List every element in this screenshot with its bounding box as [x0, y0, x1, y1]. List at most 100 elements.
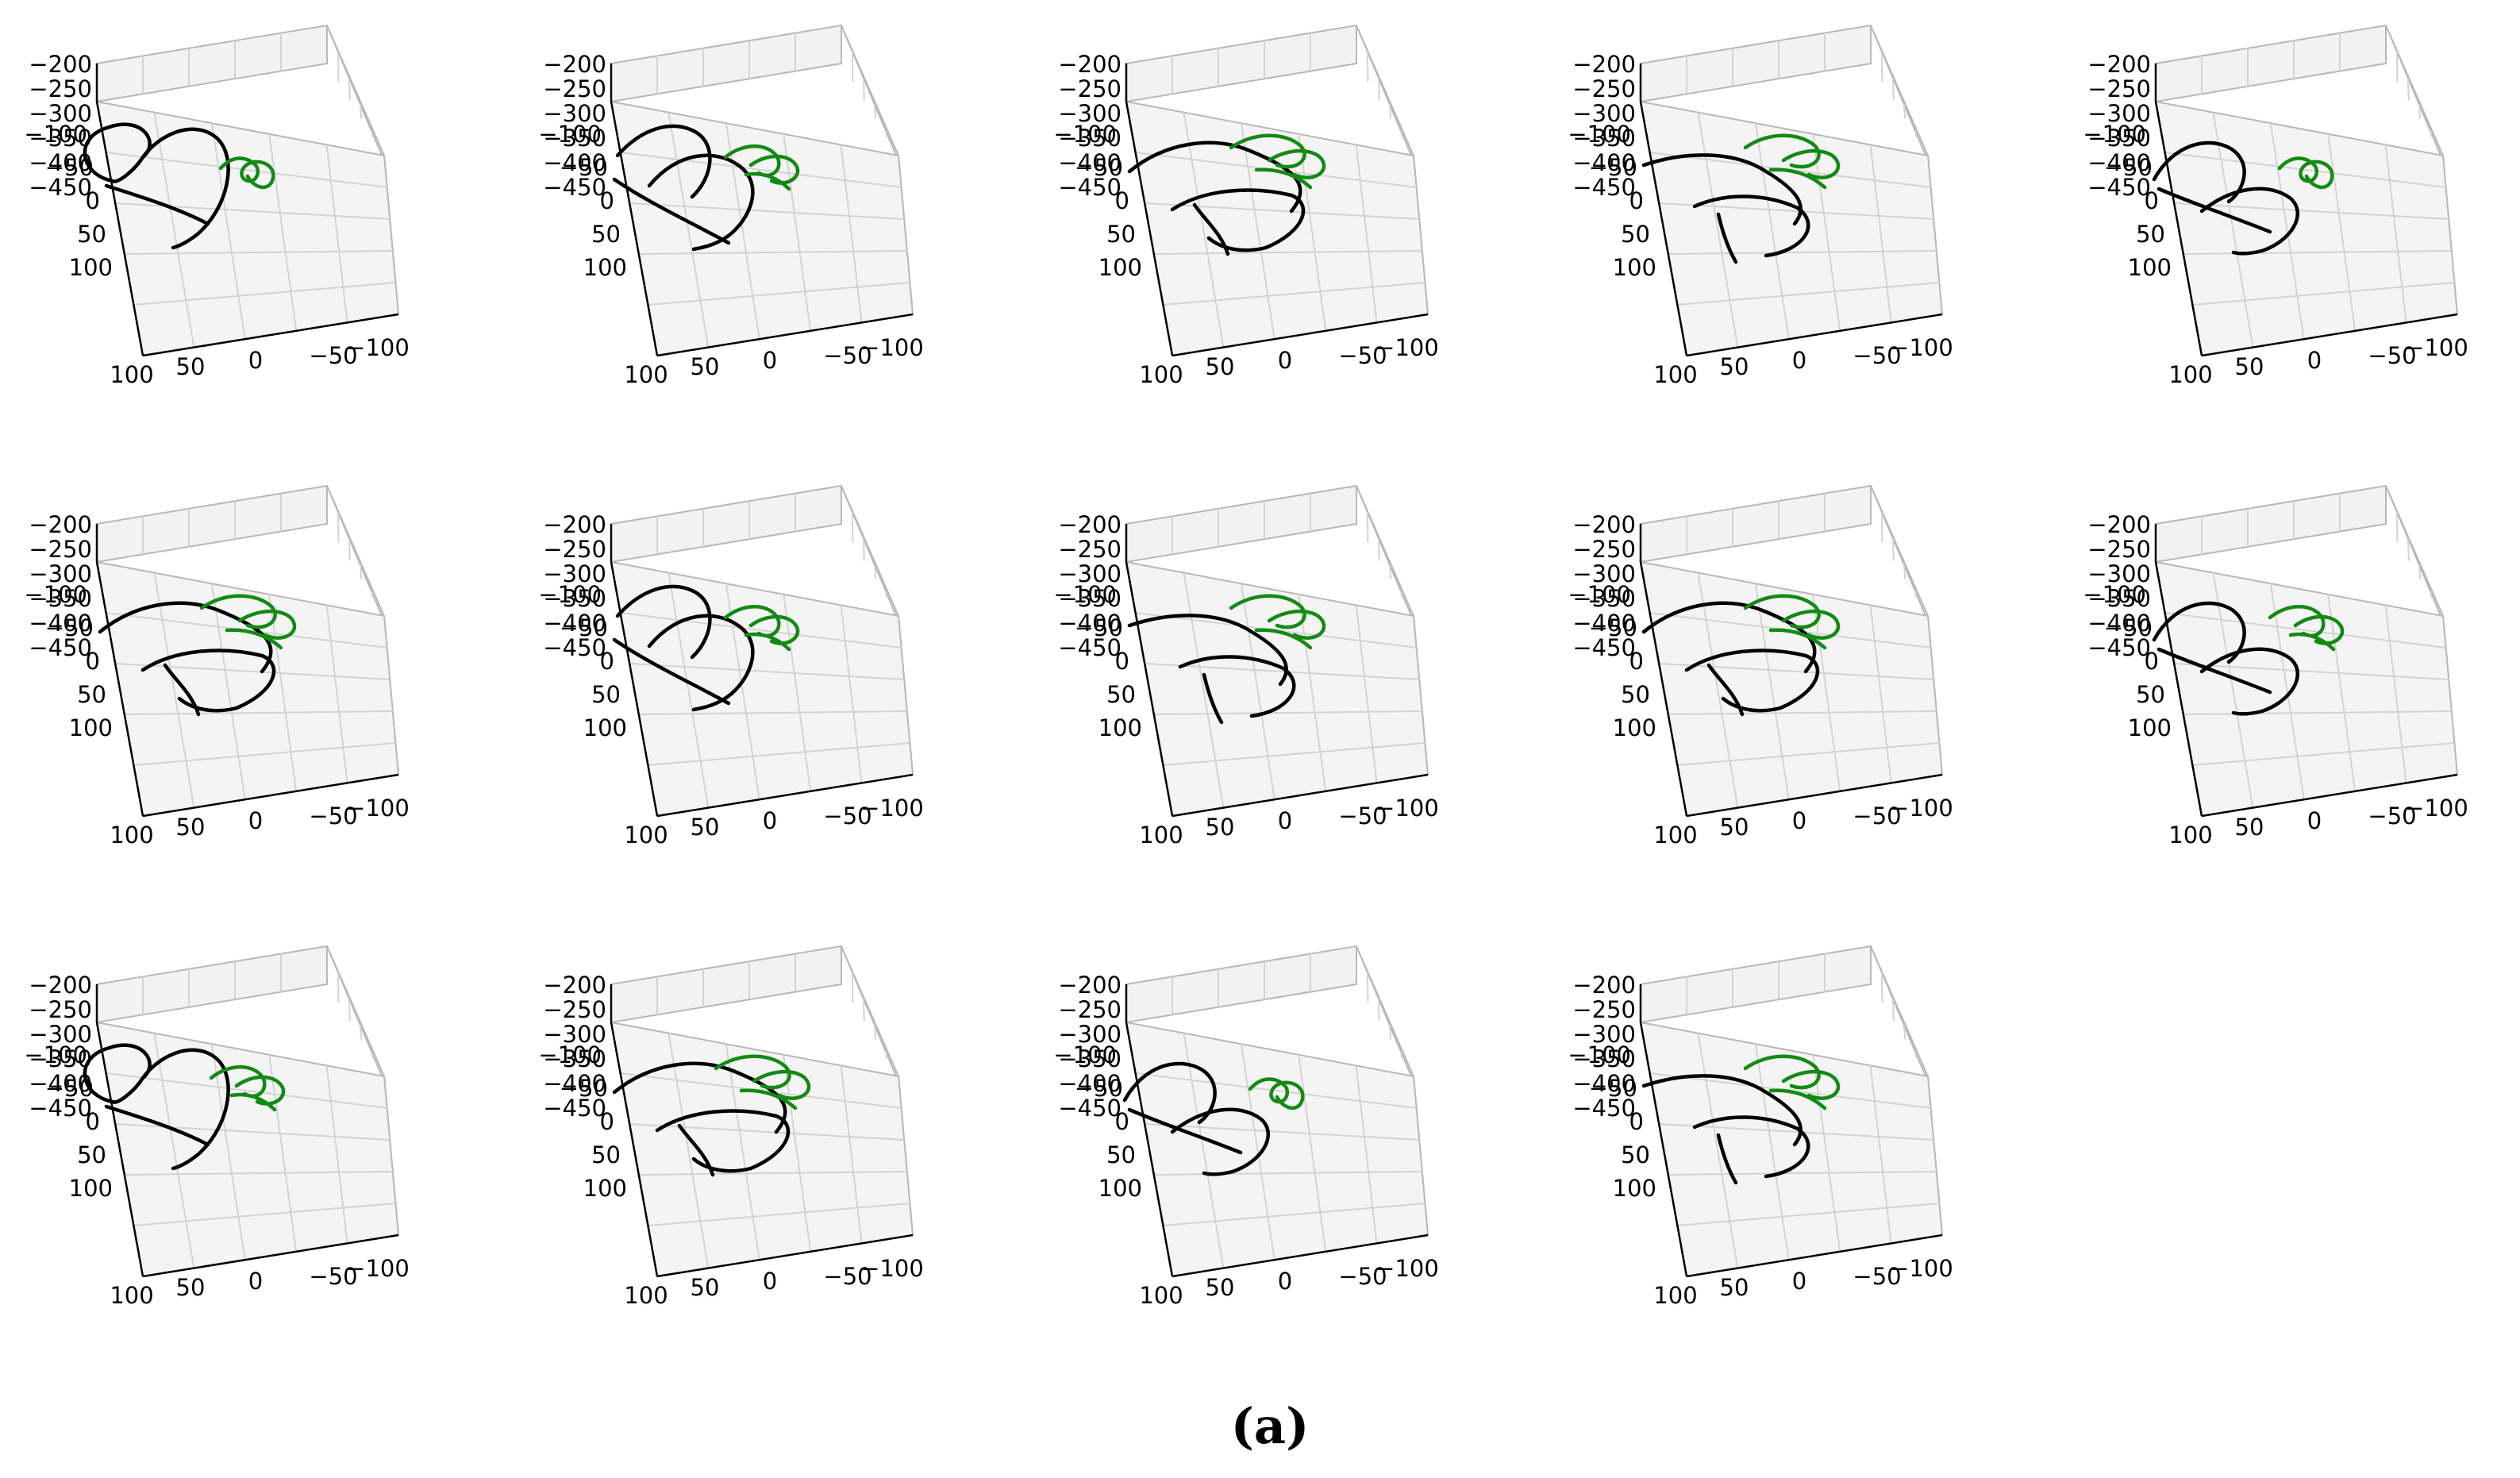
y-tick-label: 50	[2136, 681, 2165, 708]
y-tick-label: −50	[2104, 614, 2153, 641]
z-tick-label: −200	[543, 511, 606, 538]
grid-lines	[620, 493, 910, 808]
z-tick-label: −450	[1058, 174, 1121, 201]
z-tick-label: −200	[1572, 51, 1636, 78]
z-tick-label: −200	[29, 972, 92, 999]
x-tick-label: 0	[1792, 807, 1806, 834]
floor-pane	[1125, 560, 1429, 818]
z-tick-label: −450	[29, 634, 92, 661]
z-tick-label: −450	[2087, 634, 2151, 661]
black-trajectory	[1127, 140, 1306, 256]
x-tick-label: −50	[1338, 803, 1387, 829]
back-pane	[1125, 484, 1357, 564]
x-tick-label: −50	[1852, 803, 1901, 829]
x-tick-label: 100	[1653, 822, 1697, 849]
z-tick-label: −300	[1058, 1021, 1121, 1048]
x-tick-label: 100	[1653, 1282, 1697, 1309]
x-tick-label: −100	[346, 795, 410, 822]
green-trajectory	[1743, 1054, 1841, 1110]
x-tick-label: −100	[1890, 795, 1953, 822]
y-tick-label: −50	[1075, 154, 1123, 181]
z-tick-label: −350	[543, 125, 606, 152]
x-tick-label: −100	[860, 795, 924, 822]
z-tick-label: −350	[1058, 125, 1121, 152]
back-pane	[1640, 484, 1872, 564]
z-tick-label: −400	[2087, 149, 2151, 176]
panel-6: −200−250−300−350−400−450−100−50050100100…	[24, 484, 410, 849]
grid-lines	[106, 33, 396, 348]
y-tick-label: 50	[1621, 1141, 1650, 1168]
grid-lines	[2164, 493, 2455, 808]
x-tick-label: −50	[2368, 803, 2416, 829]
y-tick-label: 100	[2128, 254, 2172, 281]
z-tick-label: −300	[1058, 560, 1121, 587]
black-trajectory	[1641, 1074, 1810, 1185]
panel-10: −200−250−300−350−400−450−100−50050100100…	[2083, 484, 2468, 849]
z-tick-label: −400	[1572, 610, 1636, 637]
grid-lines	[106, 493, 396, 808]
axis-lines	[1125, 64, 1429, 357]
x-tick-label: 50	[2235, 814, 2264, 841]
black-trajectory	[83, 1043, 230, 1171]
axis-lines	[95, 64, 399, 357]
floor-pane	[1639, 100, 1944, 357]
y-tick-label: 50	[77, 681, 106, 708]
z-tick-label: −300	[2087, 100, 2151, 127]
y-tick-label: −100	[1053, 581, 1117, 608]
x-tick-label: 50	[1720, 353, 1749, 380]
y-tick-label: 0	[1115, 648, 1129, 675]
y-tick-label: −50	[1075, 614, 1123, 641]
z-tick-label: −450	[543, 174, 606, 201]
z-tick-label: −400	[1572, 1070, 1636, 1097]
green-trajectory	[714, 1054, 811, 1110]
x-tick-label: −50	[309, 1263, 357, 1290]
z-tick-label: −200	[543, 51, 606, 78]
x-tick-label: 0	[1792, 347, 1806, 374]
x-tick-label: −100	[2405, 795, 2468, 822]
x-tick-label: 0	[1792, 1268, 1806, 1295]
panels-layer: −200−250−300−350−400−450−100−50050100100…	[24, 24, 2468, 1309]
z-tick-label: −250	[1058, 536, 1121, 563]
back-pane	[1640, 945, 1872, 1024]
x-tick-label: 50	[176, 353, 206, 380]
x-tick-label: −50	[1338, 1263, 1387, 1290]
y-tick-label: −50	[1589, 1075, 1637, 1102]
z-tick-label: −200	[29, 51, 92, 78]
y-tick-label: 100	[583, 1175, 627, 1202]
y-tick-label: 50	[77, 1141, 106, 1168]
x-tick-label: 100	[624, 822, 668, 849]
floor-pane	[610, 100, 914, 357]
back-pane	[2155, 484, 2387, 564]
y-tick-label: 100	[583, 254, 627, 281]
x-tick-label: 50	[1206, 1274, 1235, 1301]
grid-lines	[2164, 33, 2455, 348]
black-trajectory	[1122, 1061, 1271, 1176]
y-tick-label: −100	[24, 121, 87, 148]
y-tick-label: 50	[1106, 1141, 1136, 1168]
floor-pane	[610, 560, 914, 818]
z-tick-label: −300	[29, 100, 92, 127]
z-tick-label: −300	[543, 560, 606, 587]
z-tick-label: −250	[1572, 996, 1636, 1023]
green-trajectory	[1229, 594, 1326, 650]
x-tick-label: 50	[1720, 1274, 1749, 1301]
axis-lines	[610, 524, 914, 818]
panel-4: −200−250−300−350−400−450−100−50050100100…	[1568, 24, 1953, 388]
y-tick-label: −50	[1075, 1075, 1123, 1102]
floor-pane	[1639, 1021, 1944, 1278]
y-tick-label: −50	[2104, 154, 2153, 181]
x-tick-label: 0	[763, 1268, 777, 1295]
z-tick-label: −250	[1058, 996, 1121, 1023]
y-tick-label: 50	[591, 1141, 621, 1168]
x-tick-label: −100	[860, 1255, 924, 1282]
floor-pane	[95, 560, 400, 818]
back-pane	[96, 24, 328, 103]
y-tick-label: 50	[1106, 221, 1136, 248]
z-tick-label: −350	[1572, 1045, 1636, 1072]
y-tick-label: −100	[1053, 121, 1117, 148]
x-tick-label: 100	[1139, 1282, 1183, 1309]
z-tick-label: −250	[543, 75, 606, 102]
x-tick-label: 100	[110, 822, 153, 849]
z-tick-label: −350	[2087, 125, 2151, 152]
green-trajectory	[218, 156, 275, 190]
